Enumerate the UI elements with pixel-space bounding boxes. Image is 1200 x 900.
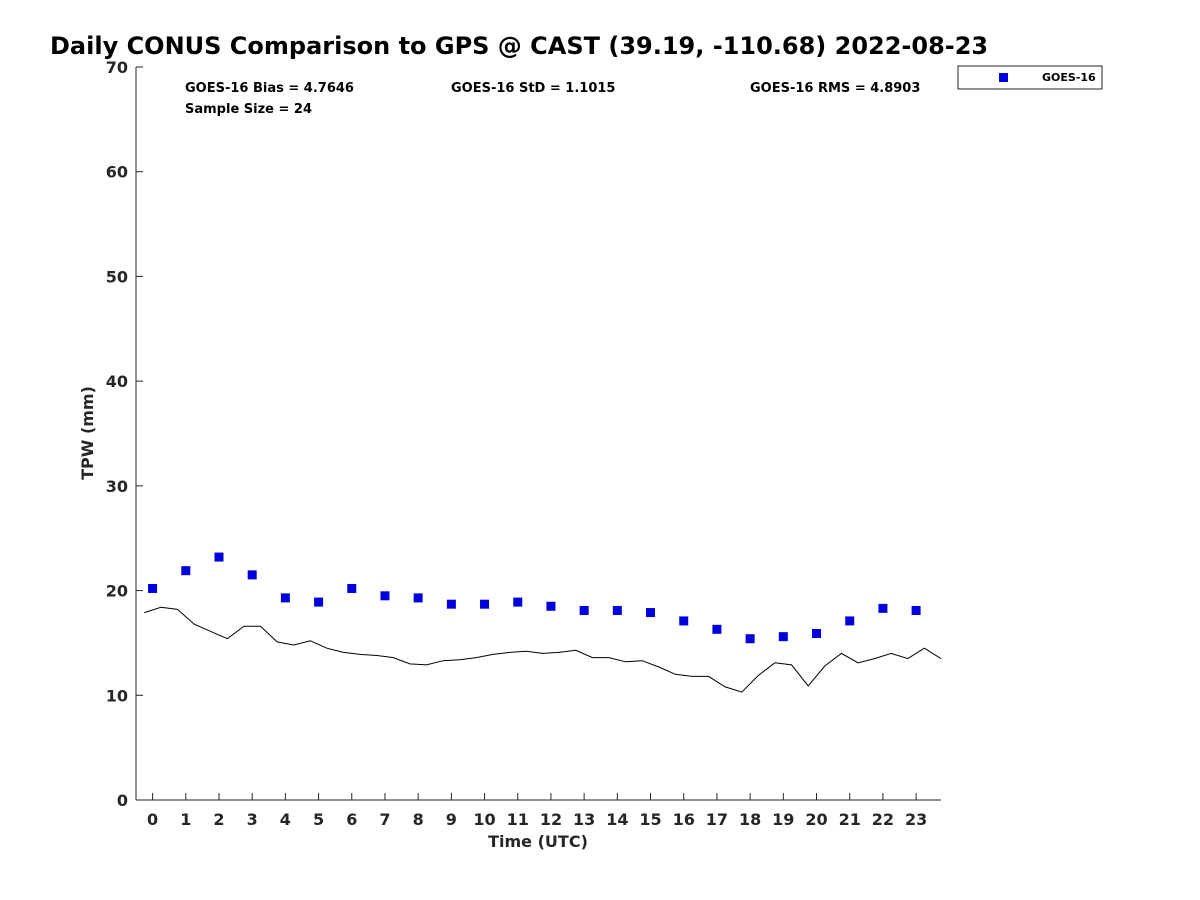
goes-16-point <box>712 624 722 634</box>
x-tick-label: 0 <box>147 810 158 829</box>
x-tick-label: 1 <box>180 810 191 829</box>
goes-16-point <box>480 599 490 609</box>
x-tick-label: 10 <box>473 810 495 829</box>
y-tick-label: 10 <box>106 686 128 705</box>
goes-16-point <box>181 566 191 576</box>
y-tick-label: 30 <box>106 477 128 496</box>
x-tick-label: 23 <box>905 810 927 829</box>
x-tick-label: 4 <box>280 810 291 829</box>
goes-16-point <box>446 599 456 609</box>
goes-16-point <box>513 597 523 607</box>
x-tick-label: 16 <box>673 810 695 829</box>
y-tick-label: 50 <box>106 267 128 286</box>
goes-16-point <box>247 570 257 580</box>
x-tick-label: 8 <box>413 810 424 829</box>
x-tick-label: 2 <box>213 810 224 829</box>
x-tick-label: 12 <box>540 810 562 829</box>
x-tick-label: 17 <box>706 810 728 829</box>
std-stat: GOES-16 StD = 1.1015 <box>451 81 615 96</box>
x-tick-label: 19 <box>772 810 794 829</box>
goes-16-point <box>612 605 622 615</box>
goes-16-point <box>745 634 755 644</box>
legend-label: GOES-16 <box>1042 71 1096 84</box>
y-tick-label: 0 <box>117 791 128 810</box>
x-tick-label: 20 <box>805 810 827 829</box>
x-tick-label: 15 <box>639 810 661 829</box>
y-ticks: 0 10 20 30 40 50 60 70 <box>106 58 143 810</box>
y-axis-label: TPW (mm) <box>78 386 97 480</box>
legend: GOES-16 <box>957 65 1103 90</box>
x-tick-label: 14 <box>606 810 628 829</box>
x-tick-label: 3 <box>247 810 258 829</box>
y-tick-label: 40 <box>106 372 128 391</box>
goes-16-point <box>911 605 921 615</box>
goes-16-point <box>314 597 324 607</box>
x-tick-label: 22 <box>872 810 894 829</box>
chart-title: Daily CONUS Comparison to GPS @ CAST (39… <box>50 32 988 60</box>
goes-16-point <box>546 601 556 611</box>
goes-16-point <box>214 552 224 562</box>
goes-16-point <box>845 616 855 626</box>
legend-marker <box>999 73 1008 82</box>
x-tick-label: 18 <box>739 810 761 829</box>
x-ticks: 0 1 2 3 4 5 6 7 8 9 10 11 12 13 14 15 16 17 18 19 20 21 22 23 <box>147 793 927 829</box>
x-tick-label: 21 <box>839 810 861 829</box>
rms-stat: GOES-16 RMS = 4.8903 <box>750 81 920 96</box>
gps-series <box>144 606 942 693</box>
x-axis-label: Time (UTC) <box>488 832 588 851</box>
x-tick-label: 6 <box>346 810 357 829</box>
x-tick-label: 13 <box>573 810 595 829</box>
sample-size-stat: Sample Size = 24 <box>185 102 312 117</box>
goes-16-point <box>148 583 158 593</box>
x-tick-label: 9 <box>446 810 457 829</box>
goes-16-point <box>380 591 390 601</box>
x-tick-label: 7 <box>379 810 390 829</box>
goes-16-point <box>646 608 656 618</box>
goes-16-point <box>413 593 423 603</box>
legend-box <box>957 65 1103 90</box>
goes-16-point <box>679 616 689 626</box>
y-tick-label: 60 <box>106 163 128 182</box>
goes-16-point <box>778 632 788 642</box>
x-tick-label: 11 <box>507 810 529 829</box>
goes-16-series <box>148 552 921 644</box>
goes-16-point <box>347 583 357 593</box>
goes-16-point <box>579 605 589 615</box>
y-tick-label: 70 <box>106 58 128 77</box>
gps-line <box>144 606 942 693</box>
goes-16-point <box>280 593 290 603</box>
x-tick-label: 5 <box>313 810 324 829</box>
bias-stat: GOES-16 Bias = 4.7646 <box>185 81 354 96</box>
y-tick-label: 20 <box>106 582 128 601</box>
goes-16-point <box>878 603 888 613</box>
goes-16-point <box>812 629 822 639</box>
